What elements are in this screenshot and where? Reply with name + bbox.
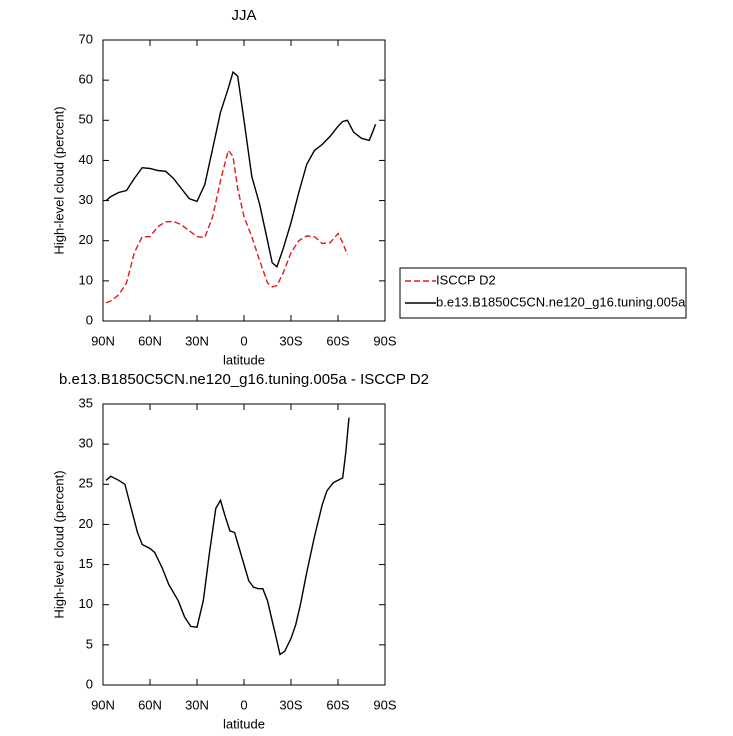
y-tick-label: 10: [79, 596, 93, 611]
x-tick-label: 90N: [91, 697, 115, 712]
y-tick-label: 10: [79, 272, 93, 287]
y-tick-label: 35: [79, 395, 93, 410]
x-tick-label: 30N: [185, 697, 209, 712]
x-axis-label: latitude: [223, 716, 265, 731]
legend-box: [399, 267, 687, 319]
y-tick-label: 70: [79, 31, 93, 46]
legend-label: b.e13.B1850C5CN.ne120_g16.tuning.005a: [436, 294, 686, 309]
y-tick-label: 40: [79, 152, 93, 167]
y-tick-label: 15: [79, 556, 93, 571]
plot-frame: [102, 403, 386, 686]
y-tick-label: 5: [86, 636, 93, 651]
y-tick-label: 50: [79, 112, 93, 127]
x-tick-label: 90N: [91, 333, 115, 348]
x-tick-label: 30S: [279, 333, 302, 348]
x-tick-label: 30S: [279, 697, 302, 712]
y-axis-label: High-level cloud (percent): [51, 106, 66, 254]
y-tick-label: 25: [79, 476, 93, 491]
series-line: [105, 70, 377, 268]
x-tick-label: 60S: [326, 333, 349, 348]
legend-label: ISCCP D2: [436, 272, 496, 287]
y-tick-label: 0: [86, 312, 93, 327]
chart-title: JJA: [231, 7, 256, 24]
x-tick-label: 90S: [373, 333, 396, 348]
x-tick-label: 30N: [185, 333, 209, 348]
y-tick-label: 60: [79, 72, 93, 87]
x-tick-label: 60N: [138, 333, 162, 348]
x-tick-label: 90S: [373, 697, 396, 712]
plot-frame: [102, 39, 386, 322]
y-tick-label: 20: [79, 232, 93, 247]
y-axis-label: High-level cloud (percent): [51, 470, 66, 618]
x-tick-label: 60S: [326, 697, 349, 712]
x-tick-label: 0: [240, 333, 247, 348]
y-tick-label: 30: [79, 436, 93, 451]
series-line: [105, 148, 349, 304]
series-line: [105, 417, 350, 656]
y-tick-label: 0: [86, 676, 93, 691]
y-tick-label: 20: [79, 516, 93, 531]
chart-title: b.e13.B1850C5CN.ne120_g16.tuning.005a - …: [59, 371, 429, 388]
y-tick-label: 30: [79, 192, 93, 207]
x-tick-label: 60N: [138, 697, 162, 712]
x-tick-label: 0: [240, 697, 247, 712]
x-axis-label: latitude: [223, 352, 265, 367]
